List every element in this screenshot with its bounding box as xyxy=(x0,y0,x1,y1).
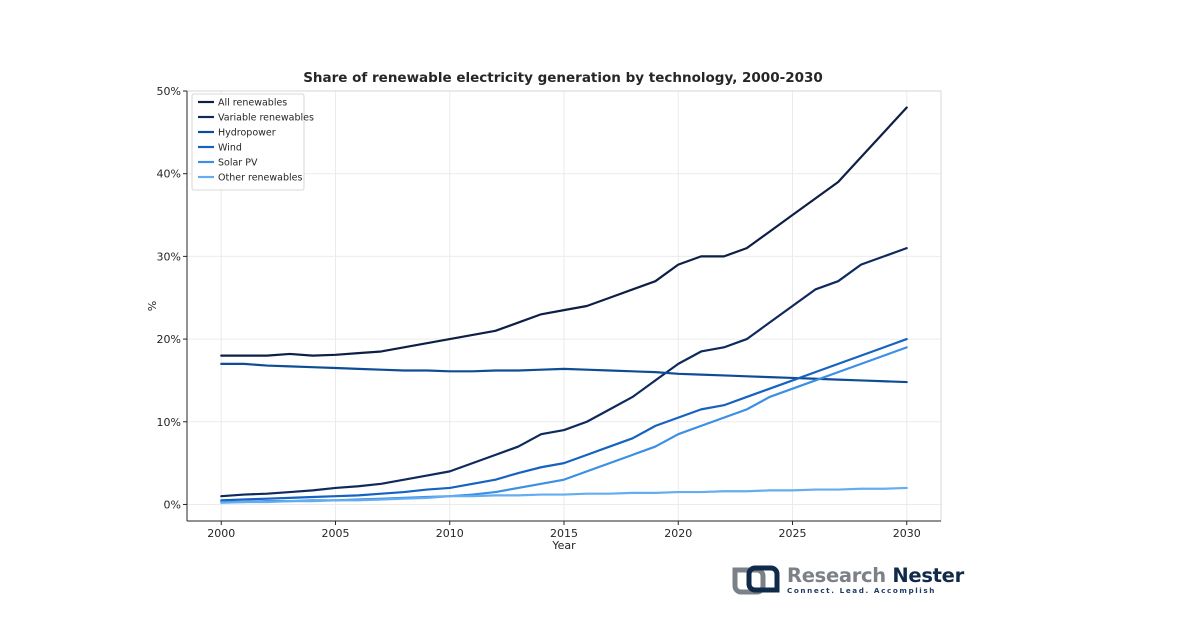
legend-label: All renewables xyxy=(218,98,287,109)
logo-tagline: Connect. Lead. Accomplish xyxy=(787,586,936,596)
legend-box xyxy=(191,93,305,191)
y-tick-label: 40% xyxy=(157,168,181,181)
series-line-other-renewables xyxy=(220,486,908,504)
legend: All renewables Variable renewables Hydropo… xyxy=(191,93,314,191)
x-axis-ticks: 2000 2005 2010 2015 2020 2025 2030 xyxy=(207,521,921,540)
y-tick-label: 0% xyxy=(164,498,181,511)
y-tick-label: 10% xyxy=(157,416,181,429)
y-axis-label: % xyxy=(146,301,159,311)
legend-label: Wind xyxy=(218,143,242,154)
x-tick-label: 2000 xyxy=(207,527,235,540)
legend-label: Hydropower xyxy=(218,128,276,139)
y-tick-label: 50% xyxy=(157,85,181,98)
series-line-hydropower xyxy=(220,362,908,384)
x-tick-label: 2005 xyxy=(322,527,350,540)
x-tick-label: 2015 xyxy=(550,527,578,540)
y-tick-label: 30% xyxy=(157,250,181,263)
x-tick-label: 2025 xyxy=(778,527,806,540)
legend-label: Other renewables xyxy=(218,173,303,184)
y-axis-ticks: 0% 10% 20% 30% 40% 50% xyxy=(157,85,187,511)
logo-name-nester: Nester xyxy=(892,563,964,587)
x-tick-label: 2020 xyxy=(664,527,692,540)
logo-name-research: Research xyxy=(787,563,886,587)
x-tick-label: 2010 xyxy=(436,527,464,540)
legend-label: Solar PV xyxy=(218,158,258,169)
series-lines xyxy=(220,106,908,504)
y-tick-label: 20% xyxy=(157,333,181,346)
research-nester-logo-icon xyxy=(732,565,780,595)
legend-label: Variable renewables xyxy=(218,113,314,124)
chart-title: Share of renewable electricity generatio… xyxy=(303,70,823,86)
series-line-variable-renewables xyxy=(220,247,908,498)
series-line-wind xyxy=(220,337,908,502)
research-nester-logo: Research Nester Connect. Lead. Accomplis… xyxy=(731,562,964,598)
x-axis-label: Year xyxy=(551,539,576,552)
series-line-all-renewables xyxy=(220,106,908,357)
x-tick-label: 2030 xyxy=(893,527,921,540)
